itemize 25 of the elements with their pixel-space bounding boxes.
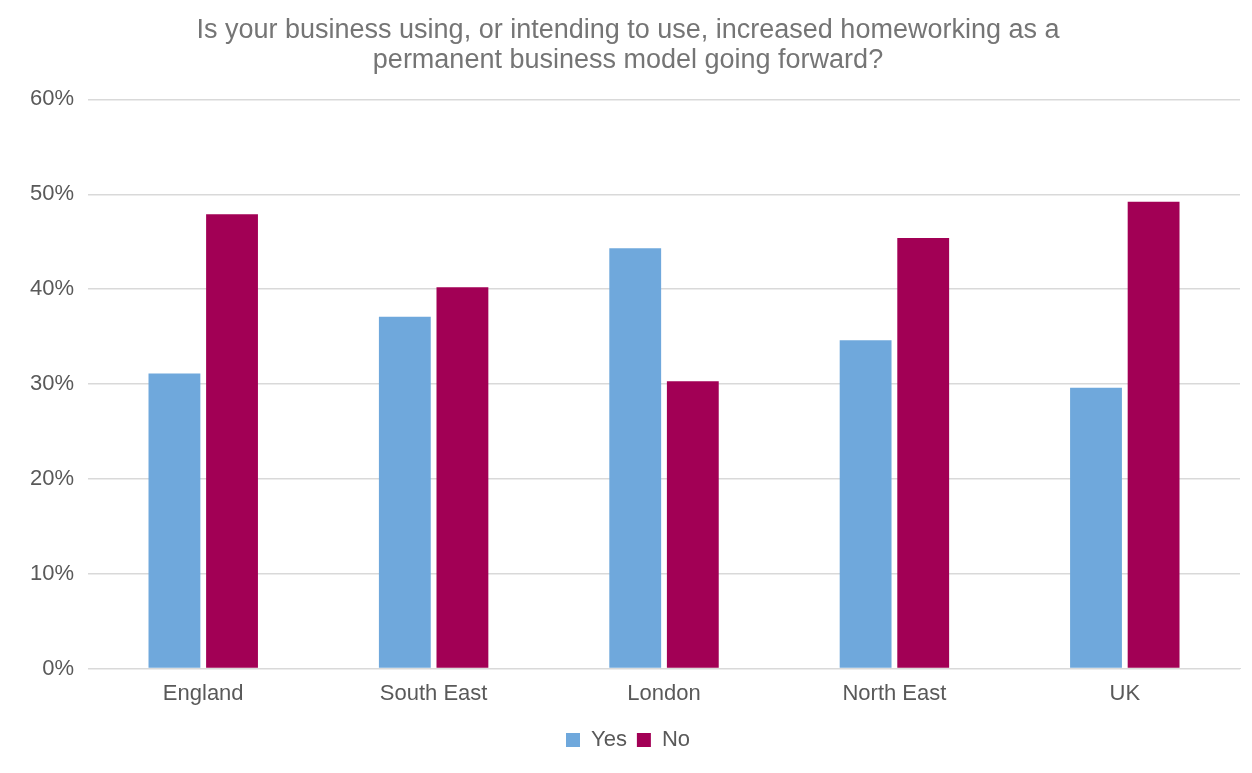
y-tick-label: 0% (42, 654, 75, 680)
x-tick-label: South East (379, 679, 488, 705)
bar (1127, 201, 1180, 668)
y-tick-label: 50% (29, 180, 75, 206)
chart-title: Is your business using, or intending to use, increased homeworking as a permanent business model going forward? (196, 14, 1061, 74)
y-tick-label: 30% (29, 370, 75, 396)
bar (436, 287, 489, 668)
x-tick-label: UK (1109, 679, 1141, 705)
bar (609, 248, 662, 668)
bar (148, 373, 201, 668)
x-tick-label: North East (842, 679, 947, 705)
bar (206, 214, 258, 668)
y-tick-label: 40% (29, 275, 75, 301)
bar (378, 316, 431, 668)
y-tick-label: 60% (29, 85, 75, 111)
x-tick-label: England (162, 679, 244, 705)
legend-label: No (661, 726, 691, 752)
legend-label: Yes (590, 726, 627, 752)
y-tick-label: 10% (29, 559, 75, 585)
bar (897, 237, 950, 668)
bar (666, 381, 719, 668)
y-tick-label: 20% (29, 464, 75, 490)
bar (839, 340, 892, 668)
bar (1070, 387, 1122, 668)
x-tick-label: London (627, 679, 701, 705)
